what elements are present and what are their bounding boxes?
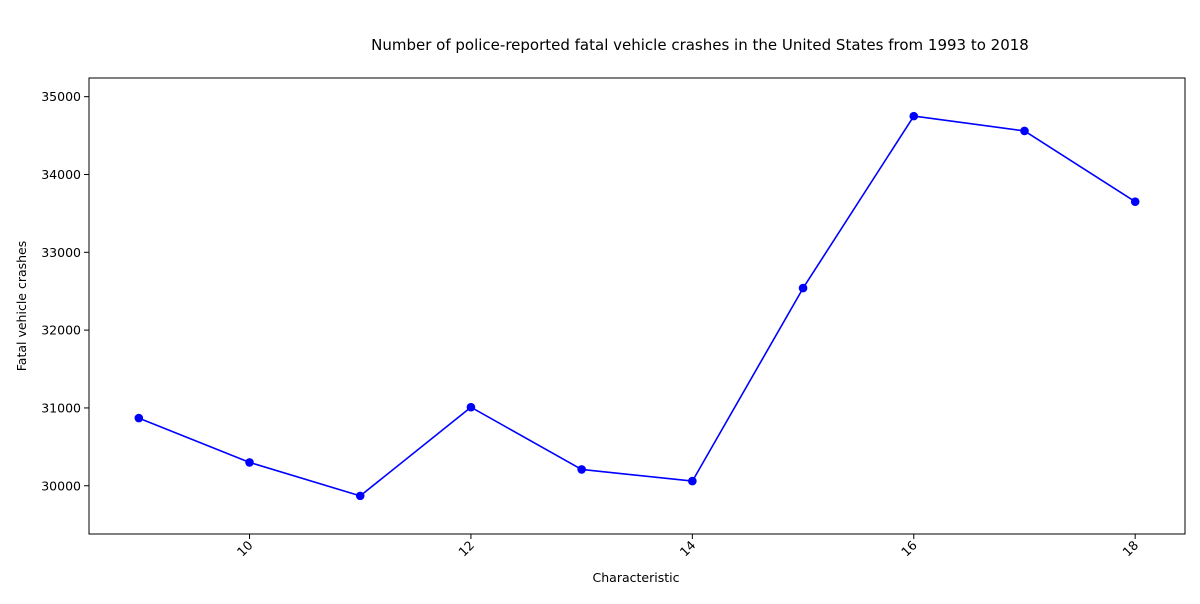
x-tick-label: 18 [1119,537,1141,559]
x-axis-label: Characteristic [593,570,680,585]
data-point [355,491,365,501]
data-point [245,458,254,467]
data-point [577,465,586,474]
y-tick-label: 30000 [41,478,81,493]
data-point [466,402,476,412]
data-point [134,413,144,423]
data-point [688,476,697,486]
series-line [138,115,1136,497]
data-point [1130,197,1140,207]
data-point [909,111,919,121]
data-point [1020,126,1029,136]
y-tick-label: 35000 [41,89,81,104]
x-tick-label: 10 [234,537,256,559]
chart-title: Number of police-reported fatal vehicle … [371,36,1029,54]
y-tick-label: 33000 [41,245,81,260]
x-tick-label: 12 [455,538,477,560]
x-tick-label: 14 [677,537,699,559]
y-axis-label: Fatal vehicle crashes [14,241,29,372]
plot-area: 30000 31000 32000 33000 34000 35000 10 12 14 16 18 [41,77,1186,560]
data-point [798,283,808,293]
y-tick-label: 32000 [41,323,81,338]
y-tick-label: 31000 [41,400,81,415]
x-tick-label: 16 [898,537,920,559]
y-tick-label: 34000 [41,167,81,182]
axes-frame [88,77,1186,535]
